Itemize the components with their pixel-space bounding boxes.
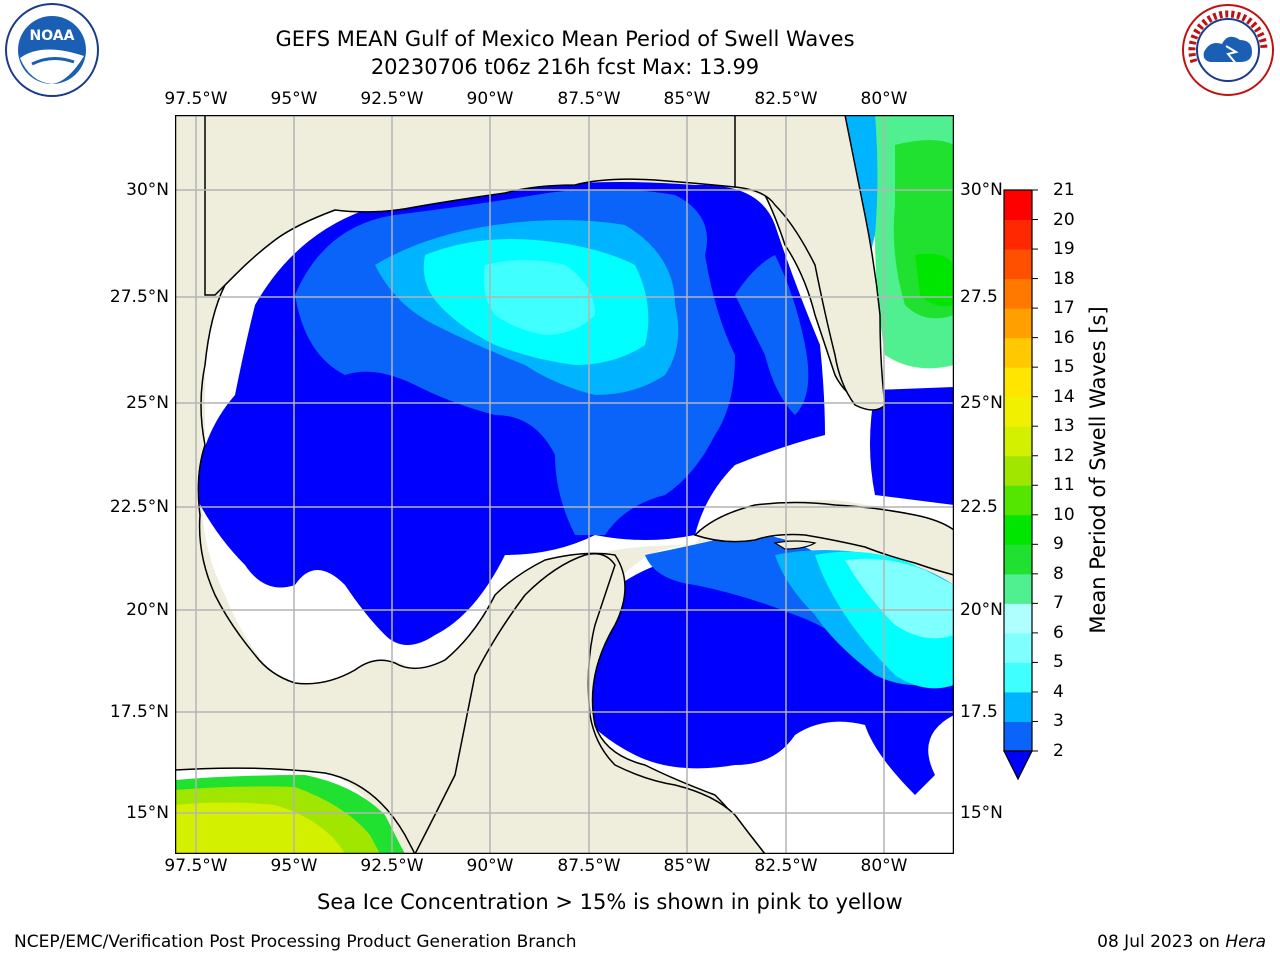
- footer-date: 08 Jul 2023 on Hera: [1097, 932, 1266, 952]
- lon-tick-bottom: 90°W: [466, 856, 514, 876]
- lon-tick-bottom: 95°W: [270, 856, 318, 876]
- lat-tick-right: 15°N: [960, 803, 1003, 823]
- lat-tick-left: 17.5°N: [109, 702, 169, 722]
- plot-title: GEFS MEAN Gulf of Mexico Mean Period of …: [275, 27, 855, 51]
- colorbar-segment: [1004, 308, 1032, 339]
- lat-tick-right: 30°N: [960, 180, 1003, 200]
- map-panel: [175, 115, 954, 854]
- colorbar-segment: [1004, 514, 1032, 545]
- colorbar-tick-label: 10: [1053, 504, 1075, 525]
- lat-tick-left: 27.5°N: [109, 287, 169, 307]
- lon-tick-top: 95°W: [270, 89, 318, 109]
- lat-tick-left: 30°N: [126, 180, 169, 200]
- lon-tick-top: 82.5°W: [754, 89, 818, 109]
- colorbar-segment: [1004, 603, 1032, 634]
- lon-tick-top: 80°W: [860, 89, 908, 109]
- colorbar-extend-min: [1003, 750, 1033, 781]
- lon-tick-top: 97.5°W: [164, 89, 228, 109]
- colorbar-tick-label: 6: [1053, 622, 1064, 643]
- lon-tick-top: 87.5°W: [557, 89, 621, 109]
- colorbar-tick-label: 18: [1053, 268, 1075, 289]
- swell-field-atlantic-2s: [870, 387, 954, 505]
- lat-tick-left: 22.5°N: [109, 497, 169, 517]
- lon-tick-bottom: 85°W: [663, 856, 711, 876]
- colorbar-segment: [1004, 485, 1032, 516]
- colorbar-segment: [1004, 691, 1032, 722]
- colorbar-tick-label: 13: [1053, 416, 1075, 437]
- footer-date-text: 08 Jul 2023 on: [1097, 932, 1226, 952]
- colorbar: [1003, 189, 1038, 781]
- lat-tick-left: 20°N: [126, 600, 169, 620]
- colorbar-segment: [1004, 662, 1032, 693]
- swell-field-6s-caribbean: [845, 558, 954, 639]
- lon-tick-bottom: 87.5°W: [557, 856, 621, 876]
- colorbar-tick-label: 8: [1053, 563, 1064, 584]
- colorbar-tick-label: 11: [1053, 475, 1075, 496]
- colorbar-segment: [1004, 337, 1032, 368]
- lat-tick-right: 27.5: [960, 287, 998, 307]
- lat-tick-right: 17.5: [960, 702, 998, 722]
- lat-tick-right: 22.5: [960, 497, 998, 517]
- lon-tick-bottom: 97.5°W: [164, 856, 228, 876]
- lon-tick-bottom: 92.5°W: [360, 856, 424, 876]
- colorbar-segment: [1004, 190, 1032, 221]
- colorbar-segment: [1004, 367, 1032, 398]
- lon-tick-bottom: 82.5°W: [754, 856, 818, 876]
- colorbar-tick-label: 5: [1053, 652, 1064, 673]
- land-island: [773, 540, 817, 550]
- colorbar-tick-label: 16: [1053, 327, 1075, 348]
- colorbar-segment: [1004, 249, 1032, 280]
- graticule: [175, 115, 954, 854]
- colorbar-tick-label: 9: [1053, 534, 1064, 555]
- colorbar-frame: [1003, 189, 1033, 752]
- colorbar-tick-label: 19: [1053, 239, 1075, 260]
- colorbar-segment: [1004, 544, 1032, 575]
- lon-tick-top: 90°W: [466, 89, 514, 109]
- colorbar-label: Mean Period of Swell Waves [s]: [1086, 306, 1110, 634]
- colorbar-tick-label: 3: [1053, 711, 1064, 732]
- footer-credit: NCEP/EMC/Verification Post Processing Pr…: [14, 932, 577, 952]
- colorbar-tick-label: 2: [1053, 741, 1064, 761]
- colorbar-segment: [1004, 426, 1032, 457]
- colorbar-tick-label: 12: [1053, 445, 1075, 466]
- nws-logo: [1182, 4, 1274, 96]
- colorbar-segment: [1004, 632, 1032, 663]
- swell-field-11s: [915, 253, 954, 307]
- colorbar-segment: [1004, 396, 1032, 427]
- sea-ice-caption: Sea Ice Concentration > 15% is shown in …: [317, 890, 903, 914]
- land-florida: [734, 115, 886, 411]
- map-frame: [175, 115, 954, 854]
- colorbar-tick-label: 21: [1053, 180, 1075, 200]
- plot-subtitle: 20230706 t06z 216h fcst Max: 13.99: [370, 55, 760, 79]
- lat-tick-left: 15°N: [126, 803, 169, 823]
- colorbar-segment: [1004, 278, 1032, 309]
- colorbar-tick-label: 15: [1053, 357, 1075, 378]
- colorbar-tick-label: 14: [1053, 386, 1075, 407]
- colorbar-segment: [1004, 219, 1032, 250]
- lon-tick-top: 85°W: [663, 89, 711, 109]
- colorbar-segment: [1004, 721, 1032, 752]
- colorbar-tick-label: 4: [1053, 681, 1064, 702]
- colorbar-tick-label: 20: [1053, 209, 1075, 230]
- colorbar-tick-label: 7: [1053, 593, 1064, 614]
- lon-tick-top: 92.5°W: [360, 89, 424, 109]
- noaa-logo: NOAA: [5, 3, 99, 97]
- swell-field-3s-east: [735, 255, 809, 415]
- lon-tick-bottom: 80°W: [860, 856, 908, 876]
- footer-machine: Hera: [1225, 932, 1266, 952]
- colorbar-tick-label: 17: [1053, 298, 1075, 319]
- land-yucatan: [414, 553, 766, 854]
- lat-tick-left: 25°N: [126, 393, 169, 413]
- land-cuba: [693, 501, 954, 576]
- colorbar-segment: [1004, 573, 1032, 604]
- lat-tick-right: 25°N: [960, 393, 1003, 413]
- svg-text:NOAA: NOAA: [30, 28, 75, 44]
- colorbar-segment: [1004, 455, 1032, 486]
- lat-tick-right: 20°N: [960, 600, 1003, 620]
- swell-field-pacific-13s: [175, 802, 345, 854]
